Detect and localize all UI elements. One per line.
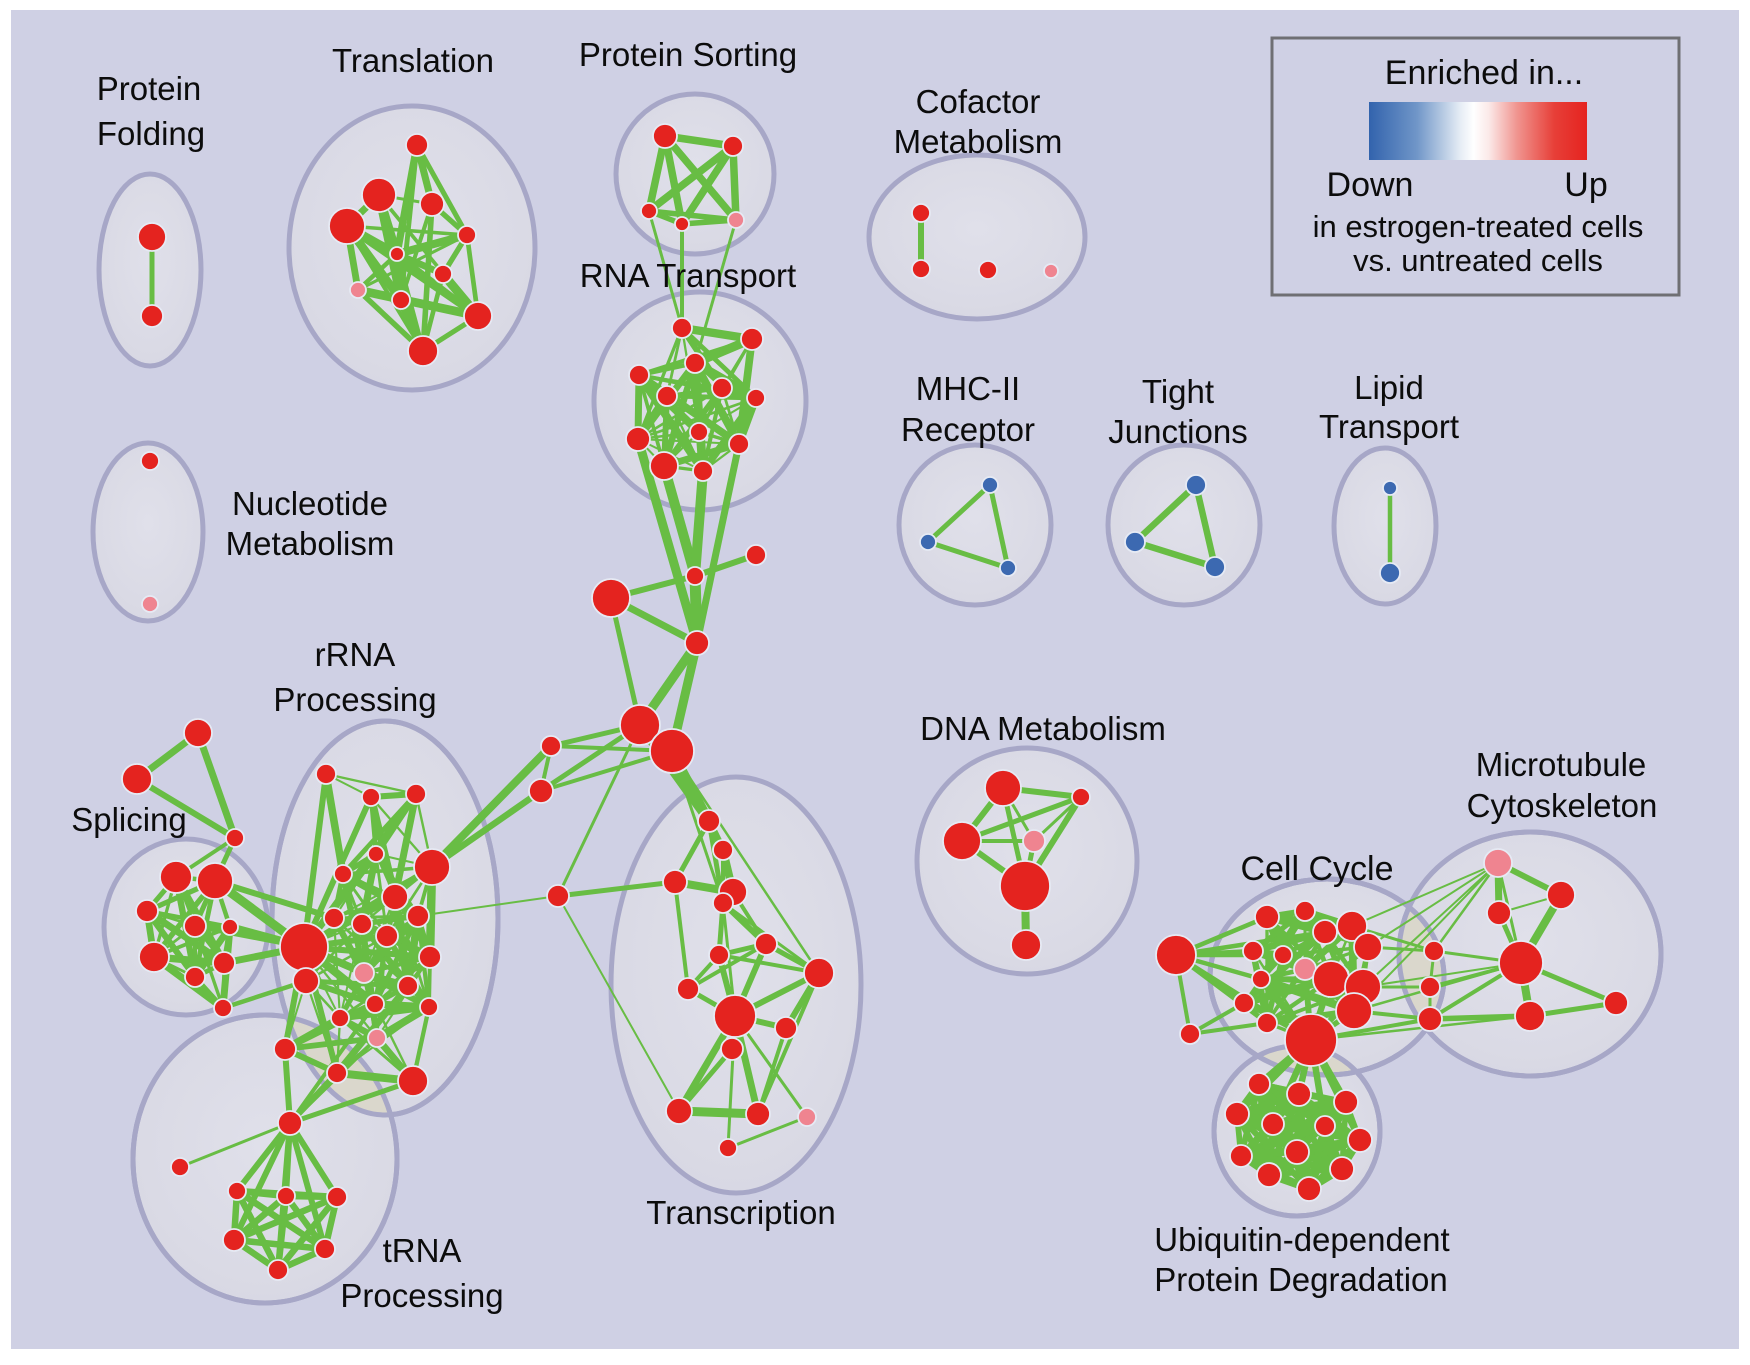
svg-text:Cell Cycle: Cell Cycle — [1240, 850, 1393, 888]
svg-text:Transcription: Transcription — [646, 1194, 836, 1231]
svg-text:vs. untreated cells: vs. untreated cells — [1353, 243, 1603, 278]
svg-text:Processing: Processing — [340, 1277, 503, 1314]
svg-text:Translation: Translation — [332, 42, 494, 79]
svg-text:Enriched in...: Enriched in... — [1385, 54, 1583, 92]
svg-text:Protein Sorting: Protein Sorting — [579, 36, 797, 73]
svg-text:Up: Up — [1564, 166, 1607, 204]
svg-text:Metabolism: Metabolism — [226, 525, 395, 562]
svg-text:Processing: Processing — [273, 681, 436, 718]
svg-text:Protein: Protein — [97, 70, 202, 107]
svg-text:rRNA: rRNA — [315, 636, 396, 673]
svg-text:Cofactor: Cofactor — [916, 83, 1041, 120]
svg-text:DNA Metabolism: DNA Metabolism — [920, 710, 1166, 747]
svg-text:MHC-II: MHC-II — [916, 370, 1020, 407]
svg-text:Metabolism: Metabolism — [894, 123, 1063, 160]
svg-text:Cytoskeleton: Cytoskeleton — [1467, 787, 1658, 824]
svg-text:tRNA: tRNA — [383, 1232, 462, 1269]
svg-text:Ubiquitin-dependent: Ubiquitin-dependent — [1154, 1221, 1449, 1258]
svg-text:Junctions: Junctions — [1108, 413, 1247, 450]
svg-text:Protein Degradation: Protein Degradation — [1154, 1261, 1448, 1298]
svg-text:Tight: Tight — [1142, 373, 1214, 410]
svg-text:RNA Transport: RNA Transport — [580, 257, 796, 294]
svg-text:Folding: Folding — [97, 115, 205, 152]
svg-text:Lipid: Lipid — [1354, 369, 1424, 406]
svg-text:Transport: Transport — [1319, 408, 1459, 445]
svg-text:Splicing: Splicing — [71, 801, 187, 838]
svg-text:Down: Down — [1327, 166, 1414, 204]
svg-text:Nucleotide: Nucleotide — [232, 485, 388, 522]
svg-text:Microtubule: Microtubule — [1476, 746, 1647, 783]
svg-text:Receptor: Receptor — [901, 411, 1035, 448]
svg-text:in estrogen-treated cells: in estrogen-treated cells — [1313, 209, 1644, 244]
